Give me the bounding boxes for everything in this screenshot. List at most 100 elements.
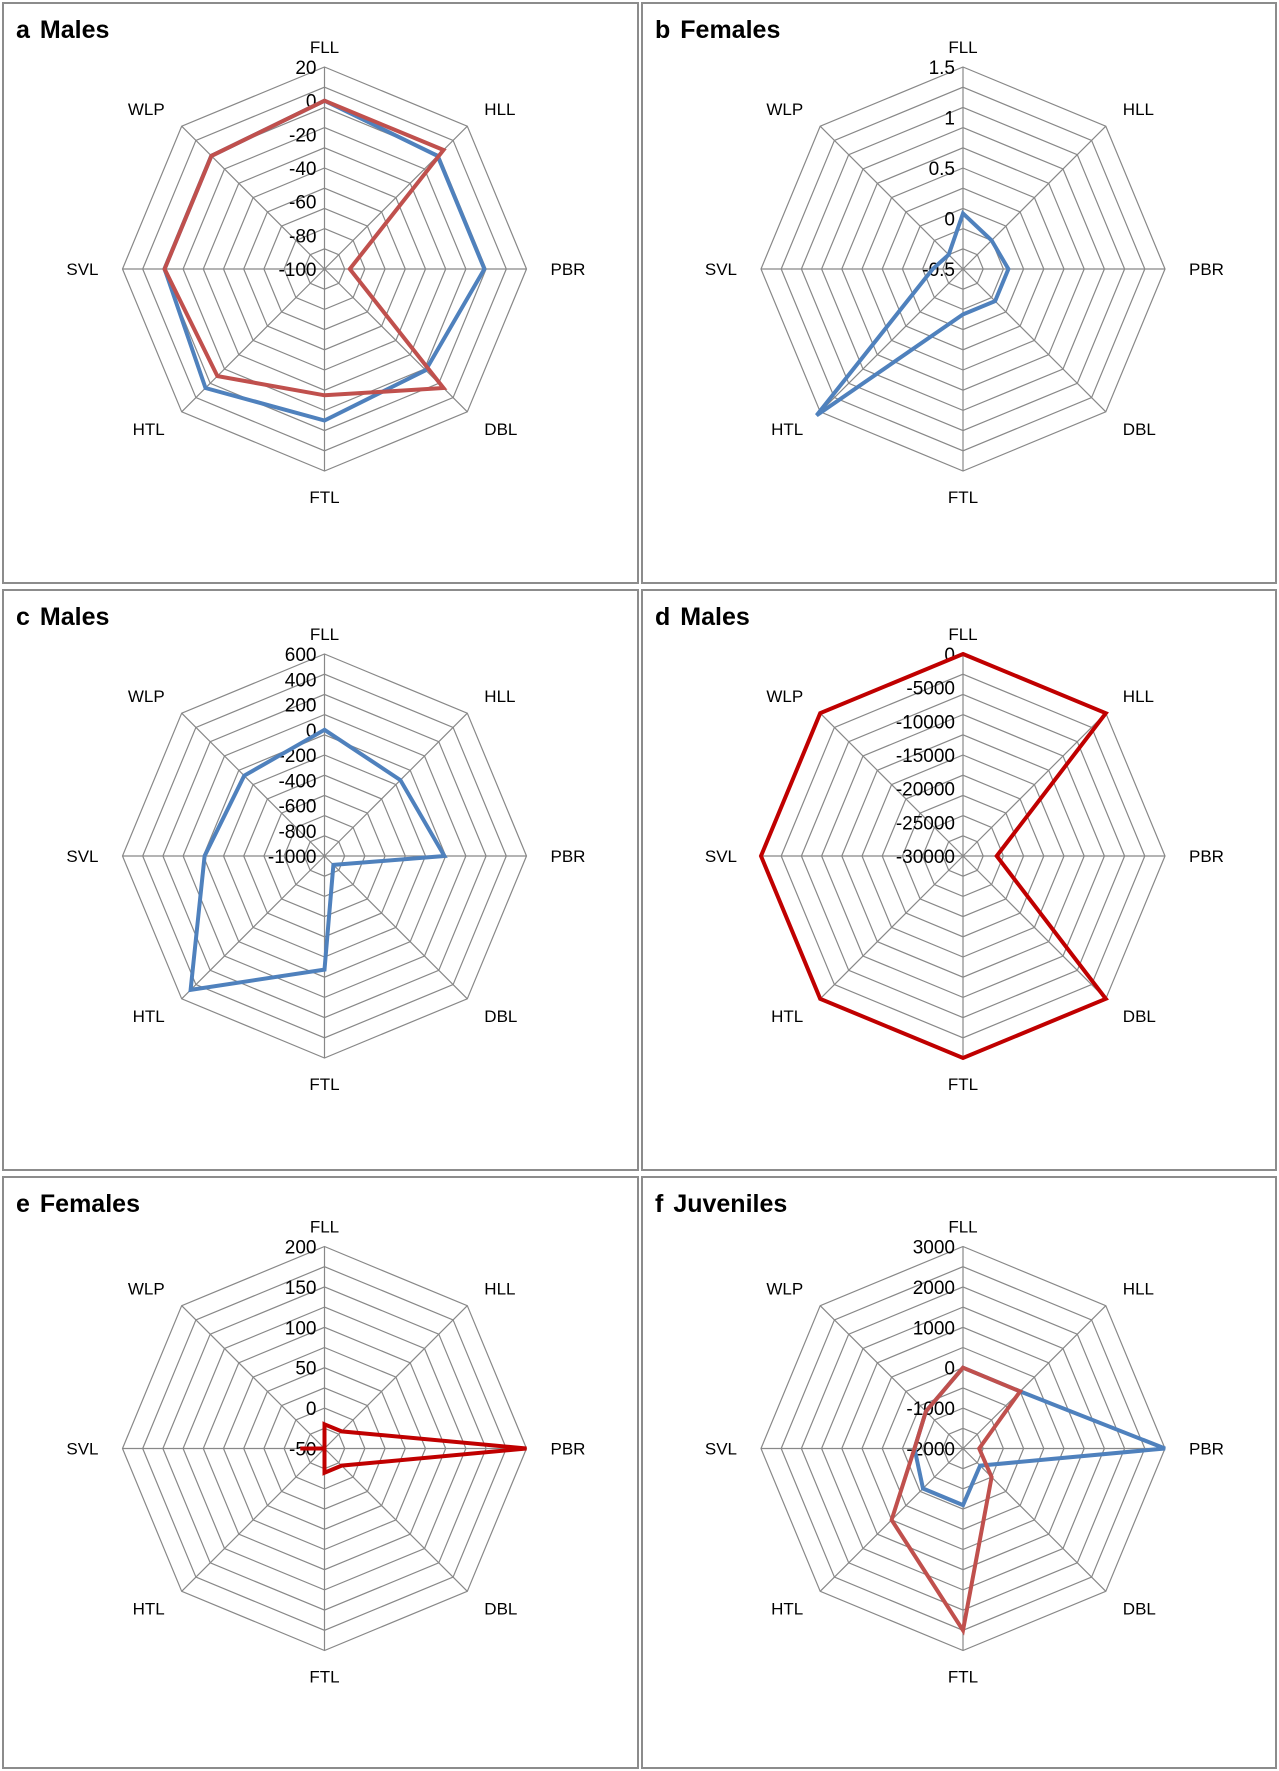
axis-spoke [324, 712, 468, 857]
radar-chart: 1.5 1 0.5 0 -0.5 FLL HLL PBR DBL FTL HTL SVL WLP [705, 38, 1224, 507]
radar-chart: 3000 2000 1000 0 -1000 -2000 FLL HLL PBR DBL FTL HT… [705, 1218, 1224, 1687]
tick-label: -0.5 [922, 260, 955, 281]
axis-spoke [962, 712, 1107, 857]
axis-label-hll: HLL [1123, 100, 1154, 119]
tick-label: 1 [944, 109, 955, 130]
axis-label-ftl: FTL [948, 1668, 978, 1687]
tick-label: -80 [289, 226, 316, 247]
tick-label: 0 [306, 721, 317, 742]
panel-heading: e Females [16, 1190, 140, 1219]
axis-label-fll: FLL [310, 625, 339, 644]
tick-label: 0 [944, 1359, 955, 1380]
axis-label-hll: HLL [484, 687, 515, 706]
panel-a-males: a Males 20 0 -20 -40 -60 -80 -100 FLL HLL PBR DBL FT… [2, 2, 639, 584]
axis-label-dbl: DBL [1123, 1007, 1156, 1026]
axis-label-wlp: WLP [128, 100, 165, 119]
tick-label: -200 [278, 746, 316, 767]
tick-label: 200 [285, 696, 317, 717]
panel-letter: e [16, 1190, 30, 1218]
axis-spoke [962, 855, 1107, 1000]
axis-spoke [324, 855, 468, 1000]
panel-heading: b Females [655, 16, 780, 45]
tick-label: -25000 [896, 813, 955, 834]
axis-spoke [819, 268, 964, 413]
tick-label: -15000 [896, 746, 955, 767]
tick-label: -20 [289, 125, 316, 146]
panel-title: Males [39, 603, 110, 631]
axis-label-svl: SVL [66, 260, 98, 279]
panel-title: Females [39, 1190, 140, 1218]
axis-spoke [181, 855, 325, 1000]
axis-spoke [819, 855, 964, 1000]
panel-letter: d [655, 603, 671, 631]
axis-spoke [819, 125, 964, 270]
axis-label-wlp: WLP [766, 687, 803, 706]
panel-heading: c Males [16, 603, 109, 632]
tick-label: 0 [306, 1399, 317, 1420]
tick-label: 600 [285, 645, 317, 666]
axis-label-ftl: FTL [309, 1075, 339, 1094]
axis-spoke [324, 1448, 468, 1592]
axis-label-pbr: PBR [551, 847, 586, 866]
tick-label: 150 [285, 1278, 317, 1299]
panel-b-females: b Females 1.5 1 0.5 0 -0.5 FLL HLL PBR DBL FTL HTL S… [641, 2, 1277, 584]
axis-spoke [181, 712, 325, 857]
axis-label-ftl: FTL [309, 1668, 339, 1687]
tick-label: 1.5 [929, 58, 955, 79]
tick-label: 0 [944, 210, 955, 231]
axis-label-wlp: WLP [766, 1280, 803, 1299]
tick-label: 200 [285, 1238, 317, 1259]
axis-label-htl: HTL [133, 1007, 165, 1026]
panel-title: Males [39, 16, 110, 44]
axis-label-svl: SVL [705, 260, 737, 279]
axis-label-ftl: FTL [948, 488, 978, 507]
tick-label: -10000 [896, 712, 955, 733]
tick-label: 0 [306, 92, 317, 113]
axis-label-pbr: PBR [1189, 1440, 1224, 1459]
panel-title: Males [680, 603, 750, 631]
axis-label-ftl: FTL [309, 488, 339, 507]
axis-label-htl: HTL [771, 420, 803, 439]
axis-spoke [324, 1305, 468, 1449]
axis-label-wlp: WLP [766, 100, 803, 119]
tick-label: -400 [278, 771, 316, 792]
tick-label: 2000 [913, 1278, 955, 1299]
tick-label: -60 [289, 193, 316, 214]
axis-spoke [181, 1448, 325, 1592]
tick-label: 400 [285, 670, 317, 691]
axis-label-ftl: FTL [948, 1075, 978, 1094]
tick-label: -30000 [896, 847, 955, 868]
panel-letter: c [16, 603, 30, 631]
tick-label: -5000 [906, 679, 955, 700]
axis-label-pbr: PBR [1189, 847, 1224, 866]
axis-label-wlp: WLP [128, 687, 165, 706]
axis-label-fll: FLL [310, 38, 339, 57]
tick-label: -800 [278, 822, 316, 843]
panel-letter: a [16, 16, 30, 44]
panel-letter: b [655, 16, 671, 44]
panel-heading: d Males [655, 603, 750, 632]
axis-label-svl: SVL [66, 847, 98, 866]
axis-label-hll: HLL [1123, 1280, 1154, 1299]
panel-c-males: c Males 600 400 200 0 -200 -400 -600 -800 -1000 FL… [2, 589, 639, 1171]
axis-label-wlp: WLP [128, 1280, 165, 1299]
axis-label-dbl: DBL [1123, 420, 1156, 439]
tick-label: 0.5 [929, 159, 955, 180]
tick-label: -2000 [906, 1440, 955, 1461]
panel-heading: a Males [16, 16, 109, 45]
radar-chart: 20 0 -20 -40 -60 -80 -100 FLL HLL PBR DBL FTL HTL SVL… [66, 38, 585, 507]
axis-spoke [962, 1305, 1107, 1449]
axis-label-hll: HLL [1123, 687, 1154, 706]
tick-label: 50 [295, 1359, 316, 1380]
panel-title: Juveniles [673, 1190, 788, 1218]
tick-label: 0 [944, 645, 955, 666]
axis-label-dbl: DBL [484, 420, 517, 439]
axis-spoke [819, 1305, 964, 1449]
axis-label-pbr: PBR [1189, 260, 1224, 279]
axis-spoke [819, 712, 964, 857]
tick-label: 3000 [913, 1238, 955, 1259]
axis-label-fll: FLL [948, 38, 977, 57]
tick-label: 100 [285, 1318, 317, 1339]
